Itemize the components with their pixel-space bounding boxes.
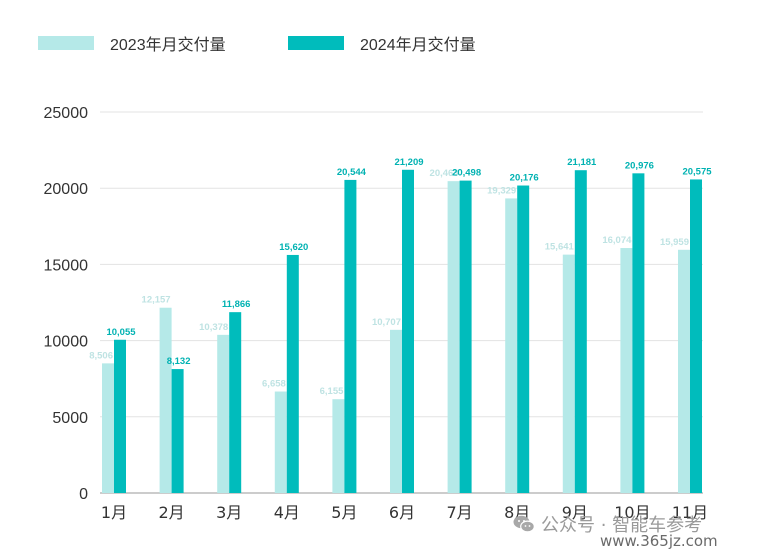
data-label-2023-5: 6,155 <box>320 386 344 397</box>
bar-2023-8 <box>505 198 518 494</box>
data-label-2023-2: 12,157 <box>142 295 171 306</box>
bar-2023-1 <box>102 363 114 493</box>
x-tick-label-1: 1月 <box>101 503 127 522</box>
x-tick-label-10: 10月 <box>614 503 650 522</box>
bar-2024-2 <box>171 369 184 493</box>
bar-2024-5 <box>344 179 357 494</box>
x-tick-label-9: 9月 <box>562 503 588 522</box>
watermark-wechat: 公众号 · 智能车参考 <box>513 511 702 537</box>
legend-swatch-2024 <box>288 36 344 50</box>
data-label-2024-7: 20,498 <box>452 168 481 179</box>
data-label-2023-6: 10,707 <box>372 317 401 328</box>
bar-2024-1 <box>114 339 126 493</box>
data-label-2023-3: 10,378 <box>199 322 228 333</box>
x-tick-label-4: 4月 <box>274 503 300 522</box>
bar-2024-9 <box>574 170 587 494</box>
data-label-2024-10: 20,976 <box>625 160 654 171</box>
data-label-2023-11: 15,959 <box>660 237 689 248</box>
legend-2024: 2024年月交付量 <box>288 32 476 54</box>
data-label-2024-6: 21,209 <box>394 157 423 168</box>
data-label-2023-10: 16,074 <box>602 235 632 246</box>
data-label-2024-4: 15,620 <box>279 242 308 253</box>
data-label-2023-8: 19,329 <box>487 185 516 196</box>
y-tick-label-0: 0 <box>79 486 88 503</box>
legend-2023: 2023年月交付量 <box>38 32 226 54</box>
bar-2024-7 <box>459 180 472 493</box>
data-label-2023-7: 20,463 <box>430 168 459 179</box>
data-label-2024-8: 20,176 <box>510 173 539 184</box>
bar-2023-7 <box>447 181 460 494</box>
data-label-2023-9: 15,641 <box>545 242 575 253</box>
data-label-2024-3: 11,866 <box>222 299 251 310</box>
x-tick-label-7: 7月 <box>447 503 473 522</box>
bar-2023-6 <box>390 329 402 493</box>
data-label-2024-1: 10,055 <box>106 327 136 338</box>
bar-2024-4 <box>286 254 299 493</box>
x-tick-label-6: 6月 <box>389 503 415 522</box>
legend-label-2024: 2024年月交付量 <box>360 37 476 54</box>
watermark-url: www.365jz.com <box>600 532 718 550</box>
data-label-2024-9: 21,181 <box>567 157 597 168</box>
data-label-2024-5: 20,544 <box>337 167 367 178</box>
x-tick-label-2: 2月 <box>159 503 185 522</box>
data-label-2023-1: 8,506 <box>89 350 113 361</box>
bar-2024-11 <box>690 179 702 493</box>
x-tick-label-5: 5月 <box>331 503 357 522</box>
bar-2024-3 <box>229 312 242 493</box>
data-label-2024-2: 8,132 <box>167 356 191 367</box>
bar-2023-2 <box>159 307 172 493</box>
bar-2023-9 <box>562 254 575 493</box>
y-tick-label-15000: 15000 <box>44 257 89 274</box>
x-tick-label-11: 11月 <box>672 503 708 522</box>
legend-swatch-2023 <box>38 36 94 50</box>
y-tick-label-20000: 20000 <box>44 181 89 198</box>
bar-2023-3 <box>217 334 230 493</box>
legend-label-2023: 2023年月交付量 <box>110 37 226 54</box>
data-label-2023-4: 6,658 <box>262 379 286 390</box>
wechat-icon <box>513 515 535 533</box>
data-label-2024-11: 20,575 <box>682 166 712 177</box>
bar-2023-5 <box>332 399 345 493</box>
bar-2023-11 <box>678 249 690 493</box>
bar-2024-8 <box>517 185 530 493</box>
bar-2024-10 <box>632 173 645 494</box>
bar-2024-6 <box>402 169 414 493</box>
y-tick-label-10000: 10000 <box>44 334 89 351</box>
watermark-text: 公众号 · 智能车参考 <box>541 515 703 536</box>
x-tick-label-3: 3月 <box>216 503 242 522</box>
y-tick-label-5000: 5000 <box>52 410 88 427</box>
bar-2023-4 <box>274 391 287 493</box>
bar-2023-10 <box>620 248 633 493</box>
y-tick-label-25000: 25000 <box>44 105 89 122</box>
